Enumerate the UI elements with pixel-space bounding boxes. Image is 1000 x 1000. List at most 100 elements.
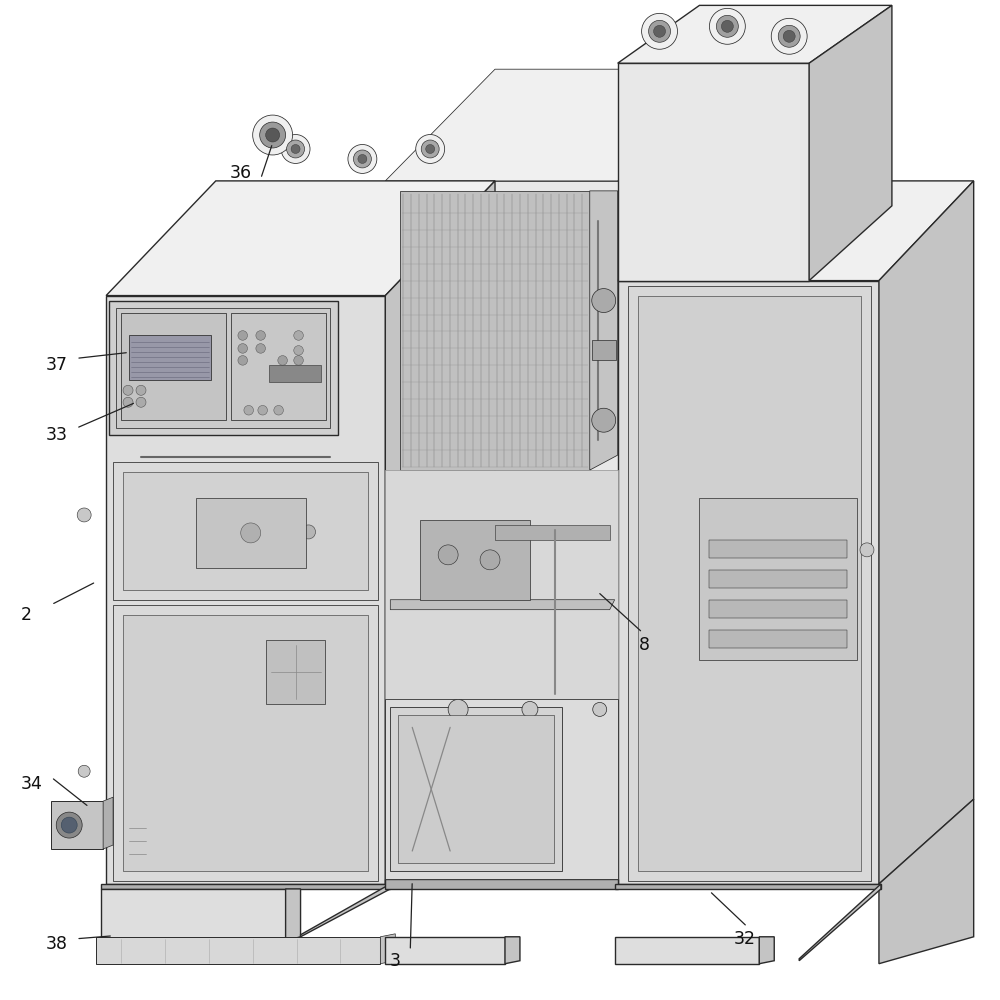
Circle shape — [709, 8, 745, 44]
Circle shape — [654, 25, 666, 37]
Text: 3: 3 — [390, 952, 401, 970]
Circle shape — [358, 154, 367, 163]
Polygon shape — [385, 470, 618, 699]
Polygon shape — [385, 937, 505, 964]
Polygon shape — [51, 801, 103, 849]
Circle shape — [56, 812, 82, 838]
Polygon shape — [106, 296, 385, 884]
Text: 36: 36 — [230, 164, 252, 182]
Polygon shape — [628, 286, 871, 881]
Polygon shape — [385, 699, 618, 879]
Circle shape — [61, 817, 77, 833]
Circle shape — [238, 344, 248, 353]
Polygon shape — [116, 308, 330, 428]
Circle shape — [136, 385, 146, 395]
Polygon shape — [385, 181, 618, 879]
Polygon shape — [101, 884, 390, 889]
Circle shape — [438, 545, 458, 565]
Polygon shape — [385, 879, 618, 889]
Circle shape — [294, 346, 303, 355]
Circle shape — [274, 405, 283, 415]
Circle shape — [266, 128, 280, 142]
Polygon shape — [759, 937, 774, 964]
Circle shape — [642, 13, 678, 49]
Circle shape — [258, 405, 267, 415]
Polygon shape — [638, 296, 861, 871]
Circle shape — [592, 408, 616, 432]
Circle shape — [256, 331, 265, 340]
Polygon shape — [390, 707, 562, 871]
Polygon shape — [266, 640, 325, 704]
Circle shape — [716, 15, 738, 37]
Circle shape — [421, 140, 439, 158]
Polygon shape — [106, 181, 495, 296]
Polygon shape — [398, 715, 554, 863]
Polygon shape — [196, 498, 306, 568]
Text: 38: 38 — [45, 935, 67, 953]
Text: 2: 2 — [21, 606, 32, 624]
Polygon shape — [286, 889, 301, 941]
Polygon shape — [123, 472, 368, 590]
Circle shape — [253, 115, 293, 155]
Polygon shape — [96, 937, 380, 964]
Polygon shape — [113, 605, 378, 881]
Polygon shape — [618, 181, 974, 281]
Circle shape — [77, 508, 91, 522]
Polygon shape — [615, 937, 759, 964]
Polygon shape — [390, 600, 615, 610]
Polygon shape — [301, 884, 390, 937]
Polygon shape — [809, 5, 892, 281]
Circle shape — [448, 699, 468, 719]
Circle shape — [426, 144, 435, 153]
Circle shape — [348, 144, 377, 173]
Circle shape — [771, 18, 807, 54]
Polygon shape — [121, 313, 226, 420]
Text: 34: 34 — [20, 775, 42, 793]
Polygon shape — [709, 630, 847, 648]
Circle shape — [281, 135, 310, 163]
Polygon shape — [400, 191, 590, 470]
Polygon shape — [879, 799, 974, 964]
Polygon shape — [592, 340, 616, 360]
Circle shape — [136, 397, 146, 407]
Polygon shape — [231, 313, 326, 420]
Text: 8: 8 — [639, 636, 650, 654]
Polygon shape — [879, 181, 974, 884]
Circle shape — [294, 331, 303, 340]
Text: 37: 37 — [45, 356, 67, 374]
Circle shape — [860, 543, 874, 557]
Polygon shape — [129, 335, 211, 380]
Circle shape — [78, 765, 90, 777]
Polygon shape — [699, 498, 857, 660]
Circle shape — [294, 356, 303, 365]
Circle shape — [123, 385, 133, 395]
Polygon shape — [385, 181, 495, 884]
Polygon shape — [618, 281, 879, 884]
Circle shape — [244, 405, 253, 415]
Polygon shape — [618, 5, 892, 63]
Polygon shape — [505, 937, 520, 964]
Polygon shape — [615, 884, 881, 889]
Polygon shape — [109, 301, 338, 435]
Polygon shape — [385, 69, 724, 181]
Circle shape — [480, 550, 500, 570]
Text: 32: 32 — [733, 930, 755, 948]
Circle shape — [522, 701, 538, 717]
Polygon shape — [590, 191, 618, 470]
Circle shape — [238, 331, 248, 340]
Polygon shape — [123, 615, 368, 871]
Circle shape — [783, 30, 795, 42]
Polygon shape — [618, 63, 809, 281]
Polygon shape — [709, 600, 847, 618]
Circle shape — [778, 25, 800, 47]
Circle shape — [278, 356, 287, 365]
Circle shape — [256, 344, 265, 353]
Polygon shape — [113, 462, 378, 600]
Circle shape — [287, 140, 305, 158]
Circle shape — [241, 523, 261, 543]
Polygon shape — [709, 570, 847, 588]
Polygon shape — [709, 540, 847, 558]
Circle shape — [416, 135, 445, 163]
Text: 33: 33 — [45, 426, 67, 444]
Circle shape — [238, 356, 248, 365]
